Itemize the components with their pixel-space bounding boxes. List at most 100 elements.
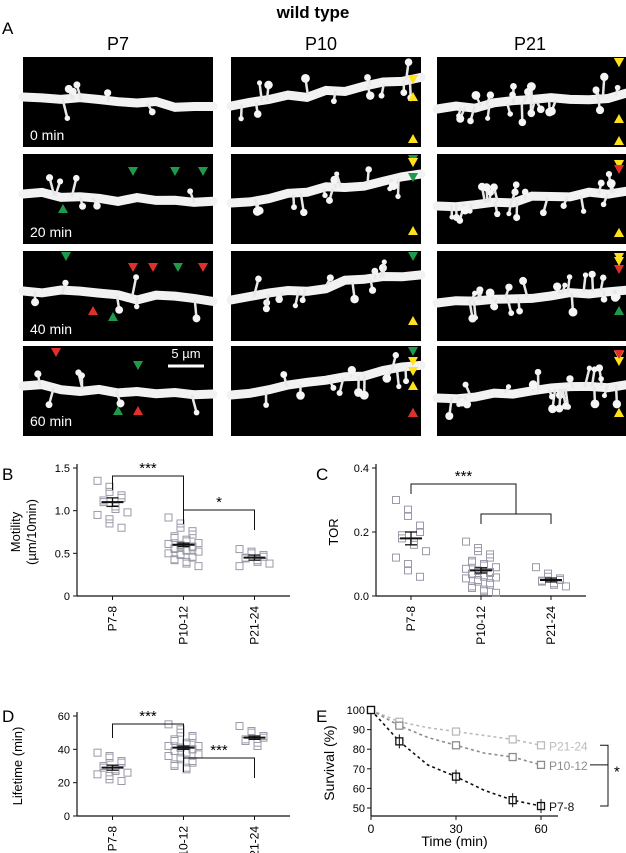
spine-head <box>263 402 269 408</box>
significance-bracket <box>183 757 255 778</box>
spine-head <box>586 365 593 371</box>
data-point <box>194 547 203 556</box>
significance-bracket <box>410 483 517 514</box>
micrograph-2-1 <box>226 251 426 341</box>
x-tick-label: P21-24 <box>248 606 262 645</box>
data-point <box>105 515 114 524</box>
spine-head <box>510 83 517 90</box>
data-point <box>468 558 476 567</box>
significance-bracket <box>112 475 184 510</box>
spine-head <box>566 274 573 280</box>
yellow-arrowhead <box>408 158 418 167</box>
series-point <box>395 721 404 730</box>
chart-E: E 50 60 70 80 90 100 0 30 60 Time (min) Survival (%… <box>316 705 620 849</box>
y-axis-label: Lifetime (min) <box>10 727 25 806</box>
data-point <box>105 482 114 491</box>
y-tick-label: 50 <box>353 803 365 815</box>
spine-head <box>262 305 270 313</box>
spine-head <box>598 376 604 382</box>
data-point <box>422 547 430 556</box>
spine-head <box>519 276 528 285</box>
y-tick-label: 0.2 <box>354 527 369 539</box>
spine-head <box>93 202 101 210</box>
data-point <box>105 487 114 496</box>
yellow-arrowhead <box>614 114 624 123</box>
data-point <box>194 562 203 571</box>
yellow-arrowhead <box>614 160 624 169</box>
red-arrowhead <box>128 263 138 272</box>
spine-head <box>57 178 64 185</box>
y-axis-label-line: (µm/10min) <box>24 499 39 565</box>
spine-head <box>505 283 513 291</box>
significance-bracket <box>112 723 184 758</box>
micrograph-1-2 <box>432 154 626 244</box>
spine-head <box>600 295 608 303</box>
charts: B 0 0.5 1.0 1.5 Motility(µm/10min) P7-8 P10-12 P… <box>2 460 620 853</box>
spine-head <box>134 303 140 310</box>
data-point <box>474 547 482 556</box>
x-axis-label: Time (min) <box>421 833 487 849</box>
time-label-60: 60 min <box>30 413 72 429</box>
spine-head <box>31 298 40 307</box>
panel-letter-c: C <box>316 465 328 484</box>
red-arrowhead <box>614 350 624 359</box>
data-point <box>416 521 424 530</box>
green-arrowhead <box>133 361 143 370</box>
micrograph-3-2 <box>432 346 626 436</box>
spine-head <box>326 274 334 282</box>
spine-head <box>562 282 568 288</box>
spine-head <box>600 72 609 82</box>
column-label-p7: P7 <box>107 34 129 54</box>
spine-neck <box>190 394 198 413</box>
y-tick-label: 80 <box>353 744 365 756</box>
spine-head <box>509 91 516 99</box>
spine-head <box>485 288 495 298</box>
x-tick-label: P7-8 <box>106 826 120 852</box>
significance-label: *** <box>139 708 157 725</box>
spine-head <box>396 383 402 390</box>
yellow-arrowhead <box>408 134 418 143</box>
micrograph-1-0 <box>18 154 218 244</box>
data-point <box>188 733 197 742</box>
spine-head <box>64 115 71 121</box>
spine-head <box>606 179 616 188</box>
data-point <box>532 563 540 572</box>
spine-head <box>256 80 263 86</box>
spine-neck <box>579 195 585 212</box>
time-label-20: 20 min <box>30 224 72 240</box>
spine-head <box>334 171 340 177</box>
green-arrowhead <box>128 167 138 176</box>
spine-head <box>378 92 385 99</box>
series-point <box>366 705 376 715</box>
data-point <box>188 530 197 539</box>
series-label: P21-24 <box>549 739 588 753</box>
spine-head <box>354 388 363 397</box>
spine-head <box>597 179 605 187</box>
y-tick-label: 20 <box>58 778 70 790</box>
spine-head <box>104 89 112 97</box>
spine-head <box>292 303 299 309</box>
x-tick-label: 0 <box>368 822 375 836</box>
series-point <box>508 735 517 744</box>
data-point <box>176 551 185 560</box>
data-point <box>486 553 494 562</box>
significance-label: * <box>614 764 620 781</box>
spine-head <box>330 384 337 391</box>
spine-head <box>467 117 474 125</box>
data-point <box>182 765 191 774</box>
data-point <box>474 577 482 586</box>
spine-neck <box>61 98 69 119</box>
data-point <box>93 770 102 779</box>
spine-head <box>252 207 262 216</box>
dendrite <box>226 169 426 208</box>
yellow-arrowhead <box>408 357 418 366</box>
data-point <box>111 504 120 513</box>
data-point <box>235 545 244 554</box>
spine-head <box>614 84 621 91</box>
yellow-arrowhead <box>408 92 418 101</box>
red-arrowhead <box>51 348 61 357</box>
micrograph-0-2 <box>432 57 626 147</box>
spine-head <box>79 202 87 210</box>
data-point <box>188 758 197 767</box>
spine-head <box>462 381 469 388</box>
